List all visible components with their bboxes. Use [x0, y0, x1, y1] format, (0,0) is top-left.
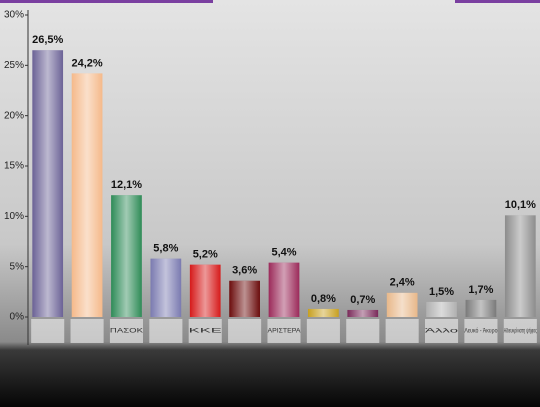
- bar: [150, 258, 182, 317]
- bar: [71, 73, 103, 318]
- logo-box: [346, 319, 380, 343]
- y-tick-label: 20%: [4, 110, 24, 121]
- bar: [268, 262, 300, 317]
- logo-box: [70, 319, 104, 343]
- x-tick-label: Λευκό - Άκυρο: [464, 328, 498, 335]
- value-label: 1,5%: [429, 286, 454, 298]
- x-tick-label: Άλλο: [425, 329, 460, 335]
- bar: [308, 308, 339, 317]
- logo-box: [464, 319, 498, 343]
- x-tick-label: Αδιευκρίνιστη ψήφος: [504, 328, 537, 335]
- logo-box: [385, 319, 419, 343]
- x-tick-label: ΑΡΙΣΤΕΡΑ: [267, 329, 300, 335]
- top-bar: [0, 0, 213, 3]
- value-label: 5,8%: [153, 243, 178, 255]
- logo-box: [306, 319, 340, 343]
- y-tick-label: 10%: [4, 211, 24, 222]
- bar: [386, 292, 418, 317]
- value-label: 5,4%: [271, 247, 296, 259]
- value-label: 2,4%: [390, 277, 415, 289]
- value-label: 0,7%: [350, 294, 375, 306]
- logo-box: [228, 319, 262, 343]
- y-tick-label: 5%: [10, 261, 25, 272]
- x-tick-label: ΠΑΣΟΚ: [110, 329, 143, 335]
- value-label: 3,6%: [232, 265, 257, 277]
- y-tick-label: 30%: [4, 10, 24, 21]
- value-label: 1,7%: [468, 284, 493, 296]
- y-tick-label: 25%: [4, 60, 24, 71]
- value-label: 26,5%: [32, 34, 63, 46]
- logo-box: [149, 319, 183, 343]
- bar: [111, 195, 142, 317]
- bar: [32, 50, 64, 317]
- bar: [465, 299, 497, 317]
- bar: [229, 280, 260, 317]
- value-label: 0,8%: [311, 293, 336, 305]
- y-tick-label: 15%: [4, 161, 24, 172]
- top-bar: [455, 0, 540, 3]
- bar: [189, 264, 221, 317]
- logo-box: [109, 319, 144, 343]
- value-label: 10,1%: [505, 199, 536, 211]
- value-label: 12,1%: [111, 179, 142, 191]
- value-label: 5,2%: [193, 249, 218, 261]
- logo-box: [267, 319, 301, 343]
- bar: [504, 215, 536, 317]
- logo-box: [424, 319, 459, 343]
- logo-box: [188, 319, 222, 343]
- value-label: 24,2%: [71, 57, 102, 69]
- y-tick-label: 0%: [10, 312, 25, 323]
- bar: [347, 309, 379, 317]
- x-tick-label: ΚΚΕ: [189, 329, 222, 335]
- logo-box: [503, 319, 537, 343]
- logo-box: [31, 319, 65, 343]
- bar: [426, 301, 457, 317]
